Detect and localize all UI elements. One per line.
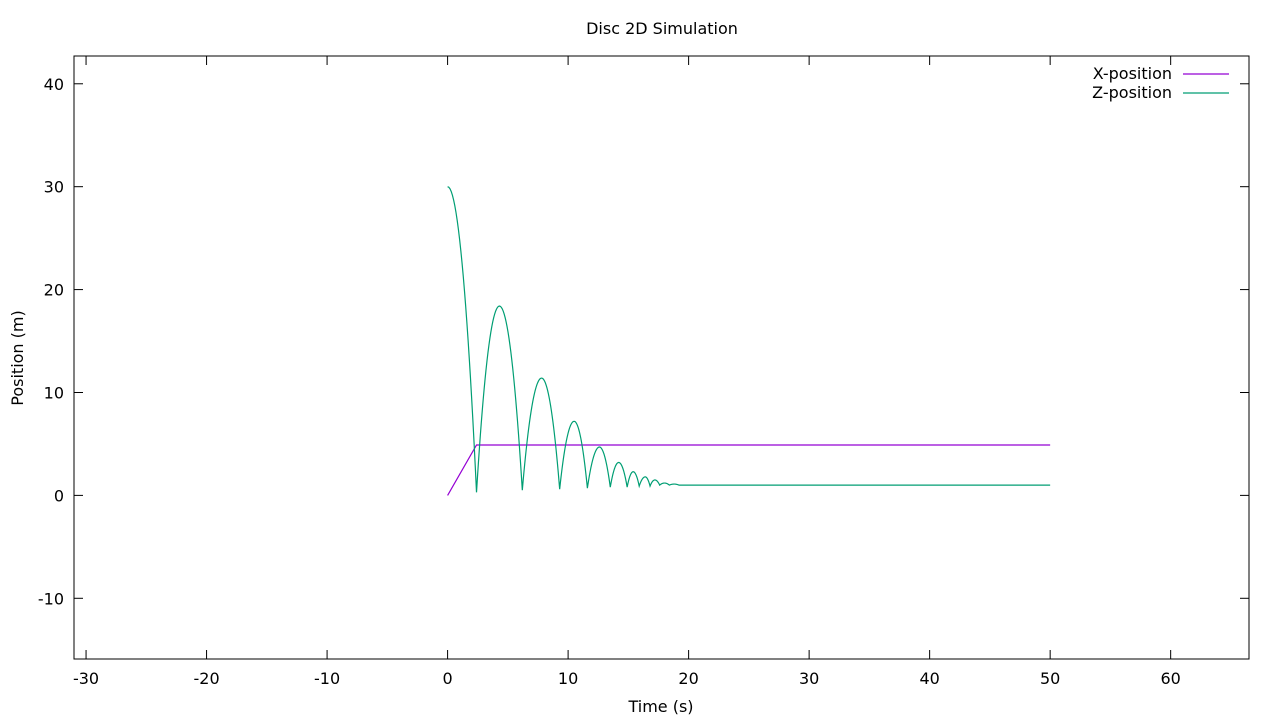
series-line-z-position: [447, 186, 1051, 493]
x-tick-label: 40: [919, 669, 939, 688]
y-tick-label: 0: [54, 486, 64, 505]
axis-ticks: -30 -20 -10 0 10 20 30 40 50 60 -10 0 10 20 30 40: [38, 56, 1249, 688]
legend-label: X-position: [1093, 64, 1172, 83]
x-tick-label: -20: [193, 669, 219, 688]
x-tick-label: 60: [1160, 669, 1180, 688]
x-tick-label: 50: [1040, 669, 1060, 688]
y-tick-label: 40: [44, 75, 64, 94]
plot-frame: [73, 55, 1250, 660]
y-axis-label: Position (m): [8, 310, 27, 405]
x-tick-label: -10: [314, 669, 340, 688]
plot-area: [447, 186, 1051, 496]
x-tick-label: 30: [799, 669, 819, 688]
series-line-x-position: [447, 444, 1051, 496]
y-tick-label: 30: [44, 178, 64, 197]
x-tick-label: 0: [442, 669, 452, 688]
x-tick-label: -30: [73, 669, 99, 688]
legend-label: Z-position: [1092, 83, 1172, 102]
y-tick-label: 20: [44, 281, 64, 300]
x-tick-label: 10: [558, 669, 578, 688]
x-axis-label: Time (s): [627, 697, 693, 716]
y-tick-label: 10: [44, 383, 64, 402]
x-tick-label: 20: [678, 669, 698, 688]
y-tick-label: -10: [38, 589, 64, 608]
chart-title: Disc 2D Simulation: [586, 19, 738, 38]
